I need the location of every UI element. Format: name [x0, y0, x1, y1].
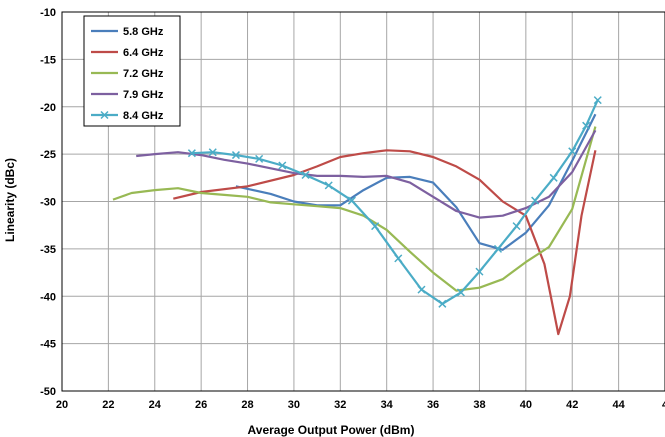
x-tick-label: 28 — [241, 399, 253, 411]
series-line-7-9-ghz — [136, 130, 595, 217]
x-tick-label: 22 — [102, 399, 114, 411]
y-tick-label: -25 — [40, 149, 56, 161]
series-lines — [113, 97, 601, 334]
x-tick-label: 24 — [149, 399, 162, 411]
y-tick-labels: -50 -45 -40 -35 -30 -25 -20 -15 -10 — [40, 7, 56, 398]
x-tick-label: 42 — [566, 399, 578, 411]
x-tick-label: 40 — [520, 399, 532, 411]
y-tick-label: -35 — [40, 244, 56, 256]
legend-label-7-9-ghz: 7.9 GHz — [123, 89, 164, 101]
legend-label-8-4-ghz: 8.4 GHz — [123, 110, 164, 122]
x-tick-label: 34 — [381, 399, 394, 411]
x-tick-labels: 202224262830323436384042444 — [56, 399, 665, 411]
y-tick-label: -20 — [40, 102, 56, 114]
y-tick-label: -50 — [40, 386, 56, 398]
x-tick-label: 26 — [195, 399, 207, 411]
y-tick-label: -30 — [40, 197, 56, 209]
x-tick-label: 36 — [427, 399, 439, 411]
x-tick-label: 38 — [473, 399, 485, 411]
y-tick-label: -10 — [40, 7, 56, 19]
data-point-8-4-ghz — [513, 223, 520, 230]
x-tick-label: 20 — [56, 399, 68, 411]
y-axis-title: Linearity (dBc) — [3, 158, 17, 242]
x-axis-title: Average Output Power (dBm) — [248, 423, 415, 437]
x-tick-label: 44 — [612, 399, 625, 411]
data-point-8-4-ghz — [418, 286, 425, 293]
legend-label-5-8-ghz: 5.8 GHz — [123, 26, 164, 38]
legend-label-7-2-ghz: 7.2 GHz — [123, 68, 164, 80]
series-line-5-8-ghz — [236, 114, 596, 250]
data-point-8-4-ghz — [439, 300, 446, 307]
y-tick-label: -45 — [40, 339, 56, 351]
data-point-8-4-ghz — [550, 174, 557, 181]
y-tick-label: -15 — [40, 54, 56, 66]
x-tick-label: 30 — [288, 399, 300, 411]
legend: 5.8 GHz 6.4 GHz 7.2 GHz 7.9 GHz 8.4 GHz — [84, 16, 180, 126]
y-tick-label: -40 — [40, 291, 56, 303]
x-tick-label: 32 — [334, 399, 346, 411]
data-point-8-4-ghz — [395, 255, 402, 262]
legend-label-6-4-ghz: 6.4 GHz — [123, 47, 164, 59]
